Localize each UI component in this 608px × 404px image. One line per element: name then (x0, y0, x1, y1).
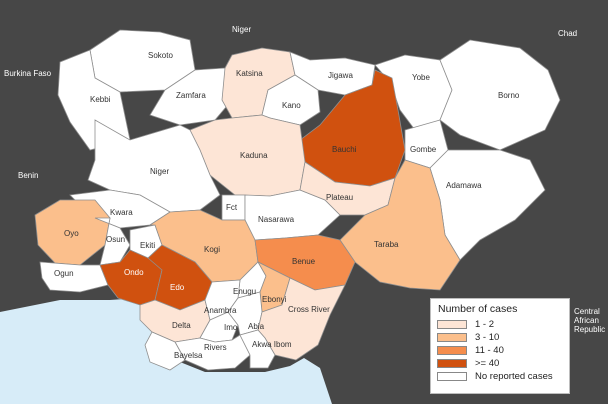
label-fct: Fct (226, 203, 238, 212)
label-kogi: Kogi (204, 245, 220, 254)
label-delta: Delta (172, 321, 191, 330)
label-nasarawa: Nasarawa (258, 215, 295, 224)
label-niger-country: Niger (232, 25, 251, 34)
label-borno: Borno (498, 91, 520, 100)
label-katsina: Katsina (236, 69, 263, 78)
label-oyo: Oyo (64, 229, 79, 238)
legend-swatch (437, 359, 467, 368)
legend-label: >= 40 (475, 358, 500, 369)
label-kwara: Kwara (110, 208, 133, 217)
label-cross-river: Cross River (288, 305, 330, 314)
label-osun: Osun (106, 235, 125, 244)
legend-swatch (437, 333, 467, 342)
neighbor-labels: Niger Chad Burkina Faso Benin Central Af… (4, 25, 605, 334)
label-bayelsa: Bayelsa (174, 351, 203, 360)
label-ogun: Ogun (54, 269, 74, 278)
label-ekiti: Ekiti (140, 241, 155, 250)
label-bauchi: Bauchi (332, 145, 357, 154)
state-niger[interactable] (87, 119, 221, 213)
label-burkina-faso: Burkina Faso (4, 69, 52, 78)
label-abia: Abia (248, 322, 265, 331)
label-chad: Chad (558, 29, 577, 38)
legend-item: 3 - 10 (437, 331, 563, 344)
label-sokoto: Sokoto (148, 51, 173, 60)
label-adamawa: Adamawa (446, 181, 482, 190)
label-kebbi: Kebbi (90, 95, 111, 104)
label-taraba: Taraba (374, 240, 399, 249)
state-akwa-ibom[interactable] (239, 329, 276, 369)
label-gombe: Gombe (410, 145, 437, 154)
label-anambra: Anambra (204, 306, 237, 315)
label-car-line1: Central (574, 307, 600, 316)
label-benue: Benue (292, 257, 316, 266)
state-ogun[interactable] (39, 261, 109, 293)
state-regions (34, 29, 561, 371)
legend-label: 11 - 40 (475, 345, 504, 356)
legend-label: 3 - 10 (475, 332, 500, 343)
state-zamfara[interactable] (149, 67, 233, 126)
label-kaduna: Kaduna (240, 151, 268, 160)
label-edo: Edo (170, 283, 185, 292)
label-akwa-ibom: Akwa Ibom (252, 340, 292, 349)
label-rivers: Rivers (204, 343, 227, 352)
state-bayelsa[interactable] (144, 331, 186, 371)
label-plateau: Plateau (326, 193, 353, 202)
label-car-line2: African (574, 316, 599, 325)
label-jigawa: Jigawa (328, 71, 353, 80)
legend-swatch (437, 346, 467, 355)
label-niger: Niger (150, 167, 169, 176)
label-ondo: Ondo (124, 268, 144, 277)
label-car-line3: Republic (574, 325, 605, 334)
label-yobe: Yobe (412, 73, 431, 82)
label-imo: Imo (224, 323, 238, 332)
legend-item: >= 40 (437, 357, 563, 370)
label-zamfara: Zamfara (176, 91, 206, 100)
legend: Number of cases 1 - 2 3 - 10 11 - 40 >= … (430, 298, 570, 394)
legend-item: No reported cases (437, 370, 563, 383)
label-benin: Benin (18, 171, 38, 180)
legend-swatch (437, 372, 467, 381)
legend-label: No reported cases (475, 371, 553, 382)
label-enugu: Enugu (233, 287, 256, 296)
label-ebonyi: Ebonyi (262, 295, 287, 304)
legend-item: 11 - 40 (437, 344, 563, 357)
legend-swatch (437, 320, 467, 329)
state-labels: Sokoto Kebbi Zamfara Katsina Jigawa Kano… (54, 51, 520, 360)
legend-title: Number of cases (438, 303, 518, 315)
label-kano: Kano (282, 101, 301, 110)
legend-label: 1 - 2 (475, 319, 495, 330)
legend-item: 1 - 2 (437, 318, 563, 331)
state-borno[interactable] (439, 39, 561, 151)
